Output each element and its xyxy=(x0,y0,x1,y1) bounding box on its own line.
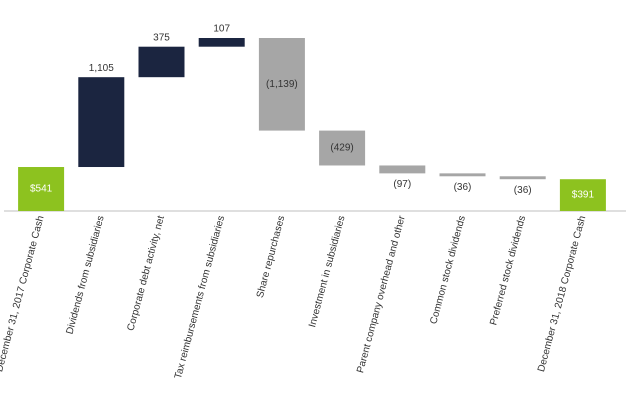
category-label: Corporate debt activity, net xyxy=(126,214,167,332)
bar xyxy=(18,167,65,211)
bar xyxy=(379,165,426,174)
value-label: $391 xyxy=(572,190,595,201)
value-label: $541 xyxy=(30,184,53,195)
bar xyxy=(439,173,486,177)
category-label: Investment in subsidiaries xyxy=(307,215,347,329)
value-label: (36) xyxy=(514,185,532,196)
bar xyxy=(499,176,546,180)
category-label: Parent company overhead and other xyxy=(355,214,408,374)
bar xyxy=(138,46,185,78)
bar xyxy=(78,77,125,168)
category-label: December 31, 2017 Corporate Cash xyxy=(0,215,47,374)
value-label: (36) xyxy=(454,182,472,193)
bar xyxy=(198,38,245,47)
bar xyxy=(258,38,305,131)
category-label: Common stock dividends xyxy=(428,215,468,326)
category-label: December 31, 2018 Corporate Cash xyxy=(536,215,588,374)
category-label: Preferred stock dividends xyxy=(488,215,528,327)
value-label: 375 xyxy=(153,32,170,43)
value-label: 1,105 xyxy=(89,63,114,74)
bar xyxy=(319,130,366,166)
value-label: (97) xyxy=(393,179,411,190)
value-label: (429) xyxy=(330,143,353,154)
bar xyxy=(559,179,606,211)
value-label: (1,139) xyxy=(266,79,298,90)
category-label: Dividends from subsidiaries xyxy=(64,215,106,336)
category-label: Share repurchases xyxy=(255,215,287,299)
value-label: 107 xyxy=(213,24,230,35)
category-label: Tax reimbursements from subsidiaries xyxy=(173,215,227,380)
